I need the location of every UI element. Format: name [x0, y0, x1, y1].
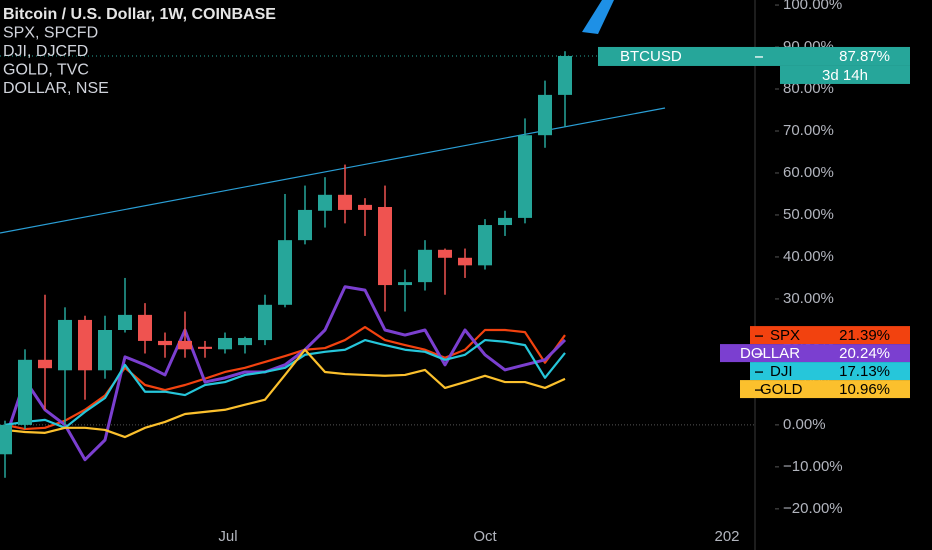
- candle-body: [458, 257, 472, 266]
- candle-body: [358, 204, 372, 210]
- series-line: [4, 325, 566, 431]
- y-tick-label: 60.00%: [783, 164, 834, 181]
- series-tag: [720, 344, 910, 363]
- trend-line: [0, 107, 666, 234]
- series-tag: [750, 326, 910, 345]
- series-tag-name: DJI: [770, 363, 793, 380]
- legend-entry: SPX, SPCFD: [3, 25, 98, 42]
- y-tick-label: 0.00%: [783, 416, 826, 433]
- series-tag-name: GOLD: [760, 381, 803, 398]
- countdown: 3d 14h: [822, 67, 868, 84]
- candle-body: [478, 225, 492, 266]
- candle-body: [258, 304, 272, 341]
- countdown-tag: [780, 65, 910, 84]
- candle-body: [218, 337, 232, 350]
- legend-entry: Bitcoin / U.S. Dollar, 1W, COINBASE: [3, 6, 276, 23]
- series-line: [3, 285, 567, 462]
- y-tick-label: 80.00%: [783, 80, 834, 97]
- candle-body: [158, 340, 172, 346]
- y-tick-label: 40.00%: [783, 248, 834, 265]
- y-tick-label: −10.00%: [783, 458, 843, 475]
- price-tag: [598, 46, 910, 66]
- candle-body: [338, 194, 352, 210]
- y-tick-label: 100.00%: [783, 0, 842, 13]
- candle-body: [498, 217, 512, 226]
- legend: Bitcoin / U.S. Dollar, 1W, COINBASE SPX, …: [3, 6, 276, 97]
- x-tick-label: Jul: [218, 528, 237, 545]
- legend-entry: DJI, DJCFD: [3, 43, 88, 60]
- candle-body: [558, 55, 572, 95]
- candle-body: [58, 319, 72, 371]
- arrow-drawing: [582, 0, 614, 34]
- y-tick-label: 50.00%: [783, 206, 834, 223]
- price-tag-name: BTCUSD: [620, 48, 682, 65]
- y-tick-label: 30.00%: [783, 290, 834, 307]
- y-tick-label: −20.00%: [783, 500, 843, 517]
- series-line: [4, 338, 566, 429]
- candle-body: [198, 346, 212, 349]
- series-line: [4, 348, 566, 439]
- candle-body: [278, 240, 292, 305]
- candle-body: [178, 340, 192, 350]
- candle-body: [238, 337, 252, 346]
- series-tag-value: 20.24%: [839, 345, 890, 362]
- x-tick-label: Oct: [473, 528, 497, 545]
- y-tick-label: 70.00%: [783, 122, 834, 139]
- candle-body: [378, 206, 392, 286]
- candle-body: [0, 424, 12, 455]
- candle-body: [298, 209, 312, 241]
- series-tag: [740, 380, 910, 399]
- candle-body: [398, 282, 412, 286]
- candle-body: [318, 194, 332, 211]
- series-tag: [750, 362, 910, 381]
- candle-body: [538, 94, 552, 136]
- candle-body: [438, 249, 452, 258]
- x-tick-label: 202: [714, 528, 739, 545]
- series-tag-value: 10.96%: [839, 381, 890, 398]
- series-tag-value: 17.13%: [839, 363, 890, 380]
- price-tag-value: 87.87%: [839, 48, 890, 65]
- candle-body: [518, 135, 532, 218]
- series-tag-value: 21.39%: [839, 327, 890, 344]
- candle-body: [78, 319, 92, 371]
- series-tag-name: DOLLAR: [740, 345, 800, 362]
- candle-body: [38, 359, 52, 369]
- legend-entry: GOLD, TVC: [3, 62, 89, 79]
- candle-body: [138, 314, 152, 341]
- legend-entry: DOLLAR, NSE: [3, 80, 109, 97]
- candle-body: [418, 249, 432, 283]
- candle-body: [98, 330, 112, 371]
- candle-body: [18, 359, 32, 425]
- candle-body: [118, 314, 132, 330]
- series-tag-name: SPX: [770, 327, 800, 344]
